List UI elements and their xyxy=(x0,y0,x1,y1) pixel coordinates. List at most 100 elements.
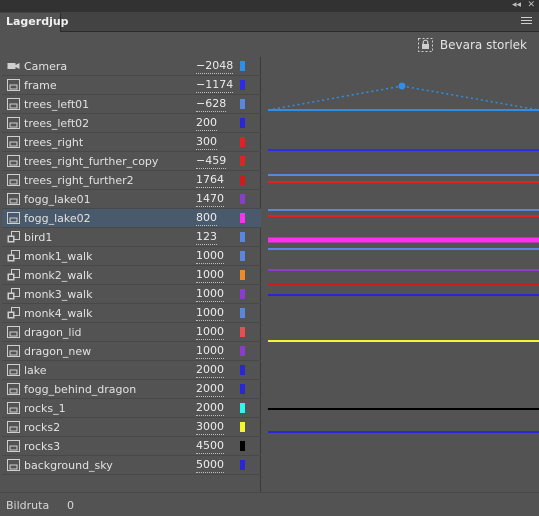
layer-icon xyxy=(7,364,20,376)
layer-color-swatch[interactable] xyxy=(240,441,245,451)
layer-depth-value[interactable]: 200 xyxy=(196,116,217,131)
keep-size-label: Bevara storlek xyxy=(439,38,527,52)
symbol-icon xyxy=(7,288,20,300)
layer-icon xyxy=(7,193,20,205)
layer-color-swatch[interactable] xyxy=(240,270,245,280)
layer-row[interactable]: fogg_behind_dragon 2000 xyxy=(2,380,261,399)
tab-layer-depth[interactable]: Lagerdjup xyxy=(0,13,69,32)
layer-depth-value[interactable]: −2048 xyxy=(196,59,234,74)
layer-row[interactable]: fogg_lake01 1470 xyxy=(2,190,261,209)
layer-color-swatch[interactable] xyxy=(240,460,245,470)
layer-name: lake xyxy=(24,364,47,377)
layer-row[interactable]: trees_right_further2 1764 xyxy=(2,171,261,190)
layer-name: fogg_lake01 xyxy=(24,193,91,206)
hamburger-icon[interactable] xyxy=(521,17,532,26)
layer-row[interactable]: background_sky 5000 xyxy=(2,456,261,475)
layer-name: monk2_walk xyxy=(24,269,93,282)
layer-depth-value[interactable]: 1000 xyxy=(196,268,224,283)
layer-row[interactable]: frame −1174 xyxy=(2,76,261,95)
symbol-icon xyxy=(7,307,20,319)
layer-color-swatch[interactable] xyxy=(240,384,245,394)
layer-row[interactable]: monk1_walk 1000 xyxy=(2,247,261,266)
layer-depth-value[interactable]: 2000 xyxy=(196,401,224,416)
layer-depth-value[interactable]: 2000 xyxy=(196,382,224,397)
layer-color-swatch[interactable] xyxy=(240,99,245,109)
layer-color-swatch[interactable] xyxy=(240,251,245,261)
layer-color-swatch[interactable] xyxy=(240,156,245,166)
layer-color-swatch[interactable] xyxy=(240,61,245,71)
layer-depth-value[interactable]: 4500 xyxy=(196,439,224,454)
layer-row[interactable]: trees_left02 200 xyxy=(2,114,261,133)
layer-row[interactable]: dragon_new 1000 xyxy=(2,342,261,361)
layer-row[interactable]: fogg_lake02 800 xyxy=(2,209,261,228)
layer-color-swatch[interactable] xyxy=(240,308,245,318)
layer-depth-value[interactable]: −1174 xyxy=(196,78,234,93)
layer-color-swatch[interactable] xyxy=(240,403,245,413)
layer-name: monk3_walk xyxy=(24,288,93,301)
layer-name: trees_left02 xyxy=(24,117,90,130)
layer-row[interactable]: rocks_1 2000 xyxy=(2,399,261,418)
panel-titlebar: ◂◂ ✕ xyxy=(0,0,539,12)
layer-name: monk1_walk xyxy=(24,250,93,263)
layer-color-swatch[interactable] xyxy=(240,175,245,185)
layer-depth-value[interactable]: 3000 xyxy=(196,420,224,435)
layer-depth-value[interactable]: 1000 xyxy=(196,306,224,321)
layer-row[interactable]: trees_right_further_copy −459 xyxy=(2,152,261,171)
layer-row[interactable]: trees_right 300 xyxy=(2,133,261,152)
layer-name: trees_left01 xyxy=(24,98,90,111)
layer-depth-value[interactable]: 300 xyxy=(196,135,217,150)
depth-graph-canvas[interactable] xyxy=(268,57,539,492)
layer-color-swatch[interactable] xyxy=(240,232,245,242)
layer-row[interactable]: lake 2000 xyxy=(2,361,261,380)
layer-icon xyxy=(7,155,20,167)
camera-frustum-line xyxy=(268,85,403,111)
layer-color-swatch[interactable] xyxy=(240,118,245,128)
layer-depth-value[interactable]: 1764 xyxy=(196,173,224,188)
layer-depth-value[interactable]: 123 xyxy=(196,230,217,245)
collapse-panel-icon[interactable]: ◂◂ xyxy=(511,0,521,10)
symbol-icon xyxy=(7,269,20,281)
layer-depth-value[interactable]: −628 xyxy=(196,97,227,112)
layer-row[interactable]: dragon_lid 1000 xyxy=(2,323,261,342)
layer-color-swatch[interactable] xyxy=(240,137,245,147)
layer-icon xyxy=(7,98,20,110)
layer-color-swatch[interactable] xyxy=(240,422,245,432)
layer-row[interactable]: monk4_walk 1000 xyxy=(2,304,261,323)
layer-depth-value[interactable]: 1000 xyxy=(196,344,224,359)
layer-depth-value[interactable]: 1000 xyxy=(196,249,224,264)
layer-icon xyxy=(7,402,20,414)
layer-row[interactable]: bird1 123 xyxy=(2,228,261,247)
layer-icon xyxy=(7,79,20,91)
layer-color-swatch[interactable] xyxy=(240,365,245,375)
layer-row[interactable]: rocks3 4500 xyxy=(2,437,261,456)
layer-color-swatch[interactable] xyxy=(240,289,245,299)
layer-icon xyxy=(7,117,20,129)
symbol-icon xyxy=(7,231,20,243)
layer-depth-value[interactable]: 1000 xyxy=(196,287,224,302)
layer-depth-value[interactable]: 1000 xyxy=(196,325,224,340)
layer-color-swatch[interactable] xyxy=(240,327,245,337)
layer-color-swatch[interactable] xyxy=(240,80,245,90)
frame-label: Bildruta xyxy=(6,499,50,512)
layer-depth-value[interactable]: 800 xyxy=(196,211,217,226)
close-panel-icon[interactable]: ✕ xyxy=(527,0,535,10)
layer-row[interactable]: monk2_walk 1000 xyxy=(2,266,261,285)
camera-icon xyxy=(7,60,20,72)
layer-color-swatch[interactable] xyxy=(240,346,245,356)
layer-depth-value[interactable]: −459 xyxy=(196,154,227,169)
layer-depth-value[interactable]: 2000 xyxy=(196,363,224,378)
layer-name: rocks_1 xyxy=(24,402,66,415)
layer-row[interactable]: Camera −2048 xyxy=(2,57,261,76)
depth-graph[interactable] xyxy=(268,57,539,492)
layer-row[interactable]: monk3_walk 1000 xyxy=(2,285,261,304)
frame-value[interactable]: 0 xyxy=(67,499,74,512)
layer-color-swatch[interactable] xyxy=(240,194,245,204)
keep-size-button[interactable]: Bevara storlek xyxy=(417,37,527,53)
layer-name: background_sky xyxy=(24,459,113,472)
camera-handle[interactable] xyxy=(398,82,406,90)
layer-depth-value[interactable]: 5000 xyxy=(196,458,224,473)
layer-color-swatch[interactable] xyxy=(240,213,245,223)
layer-row[interactable]: trees_left01 −628 xyxy=(2,95,261,114)
layer-row[interactable]: rocks2 3000 xyxy=(2,418,261,437)
layer-depth-value[interactable]: 1470 xyxy=(196,192,224,207)
